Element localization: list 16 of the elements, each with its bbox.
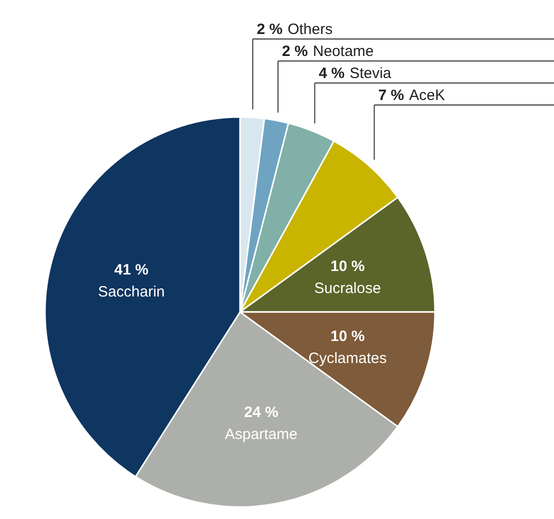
data-label: 10 % <box>330 328 365 345</box>
data-label: 2 % <box>256 21 283 38</box>
data-label: 41 % <box>114 261 148 278</box>
slice-label: Saccharin <box>98 283 165 300</box>
slice-label: AceK <box>409 87 445 104</box>
data-label: 10 % <box>330 258 365 276</box>
data-label: 2 % <box>282 43 308 60</box>
data-label: 4 % <box>318 65 345 82</box>
slice-label: Sucralose <box>314 280 381 298</box>
data-label: 24 % <box>244 404 278 422</box>
slice-label: Cyclamates <box>308 350 387 367</box>
slice-label: Neotame <box>312 43 374 60</box>
slice-label: Aspartame <box>224 426 298 444</box>
slice-label: Stevia <box>350 65 392 82</box>
data-label: 7 % <box>378 87 404 104</box>
slice-label: Others <box>288 21 333 38</box>
